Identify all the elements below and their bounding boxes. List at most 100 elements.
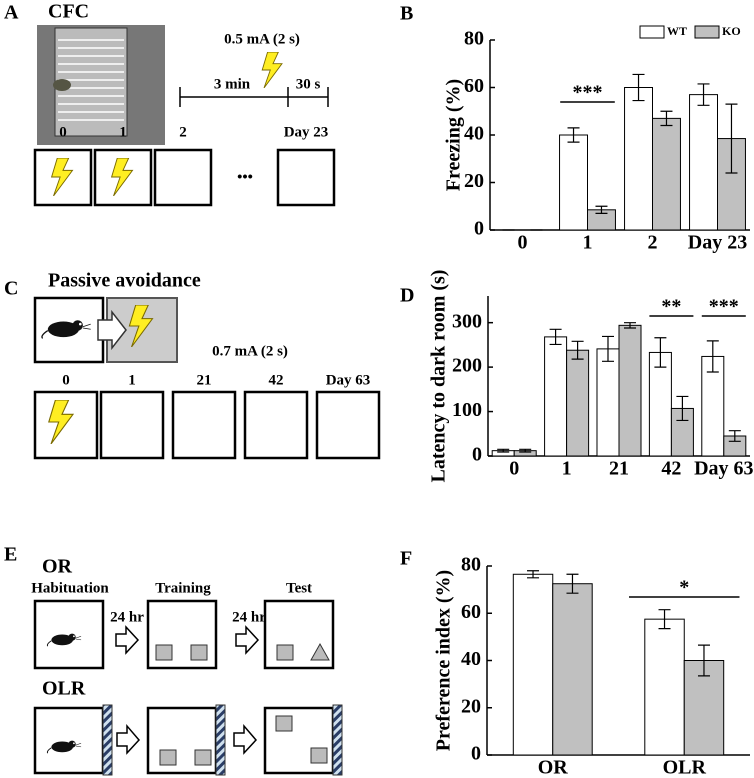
significance-label: ** xyxy=(661,296,681,318)
y-tick-label: 40 xyxy=(464,123,484,145)
x-tick-label: 21 xyxy=(609,458,629,480)
shock-label: 0.7 mA (2 s) xyxy=(212,343,288,359)
x-tick-label: OR xyxy=(538,757,569,778)
error-bar xyxy=(706,340,719,373)
y-tick-label: 300 xyxy=(452,310,482,332)
error-bar xyxy=(527,570,540,579)
error-bar xyxy=(725,103,738,174)
error-bar xyxy=(566,573,579,594)
y-tick-label: 80 xyxy=(464,28,484,50)
error-bar xyxy=(654,337,667,368)
error-bar xyxy=(571,340,584,360)
y-axis-label: Freezing (%) xyxy=(443,79,465,191)
error-bar xyxy=(601,335,614,362)
bar xyxy=(512,573,554,756)
significance-label: * xyxy=(679,577,689,599)
panel-letter: B xyxy=(400,3,413,25)
bar xyxy=(689,94,718,231)
error-bar xyxy=(497,448,510,453)
x-tick-label: Day 23 xyxy=(688,232,747,254)
y-tick-label: 200 xyxy=(452,355,482,377)
y-tick-label: 100 xyxy=(452,399,482,421)
y-tick-label: 20 xyxy=(461,695,481,717)
bar xyxy=(559,134,588,231)
legend-label: KO xyxy=(722,24,741,38)
panel-title: CFC xyxy=(48,1,89,23)
panel-letter: D xyxy=(400,285,414,307)
error-bar xyxy=(676,395,689,422)
error-bar xyxy=(624,322,637,329)
y-tick-label: 0 xyxy=(474,218,484,240)
error-bar xyxy=(728,430,741,442)
y-tick-label: 20 xyxy=(464,170,484,192)
legend-label: WT xyxy=(667,24,687,38)
x-tick-label: 42 xyxy=(661,458,681,480)
significance-label: *** xyxy=(573,82,603,104)
day-label: 1 xyxy=(128,372,136,388)
x-tick-label: Day 63 xyxy=(694,458,753,480)
x-tick-label: 0 xyxy=(509,458,519,480)
stage-label: Test xyxy=(286,580,312,596)
y-tick-label: 0 xyxy=(472,444,482,466)
interval-label: 24 hr xyxy=(110,609,144,625)
ellipsis: ••• xyxy=(237,169,253,185)
panel-letter: E xyxy=(4,544,17,566)
panel-letter: A xyxy=(4,2,19,24)
day-label: 1 xyxy=(119,124,127,140)
bar xyxy=(544,336,568,457)
phase-label: 3 min xyxy=(214,76,251,92)
bar xyxy=(648,351,672,457)
day-label: 2 xyxy=(179,124,187,140)
legend-swatch xyxy=(639,25,665,39)
y-tick-label: 80 xyxy=(461,554,481,576)
error-bar xyxy=(567,127,580,143)
x-tick-label: OLR xyxy=(663,757,707,778)
photo xyxy=(37,25,165,145)
panel-title: Passive avoidance xyxy=(48,270,201,292)
day-label: 42 xyxy=(269,372,284,388)
olr-label: OLR xyxy=(42,678,86,700)
bar xyxy=(652,117,681,231)
x-tick-label: 1 xyxy=(583,232,593,254)
y-tick-label: 40 xyxy=(461,648,481,670)
error-bar xyxy=(660,110,673,127)
day-label: 0 xyxy=(62,372,70,388)
interval-label: 24 hr xyxy=(232,609,266,625)
bar xyxy=(624,87,653,231)
day-label: Day 63 xyxy=(326,372,371,388)
error-bar xyxy=(632,73,645,102)
y-tick-label: 60 xyxy=(464,75,484,97)
or-label: OR xyxy=(42,556,73,578)
bar xyxy=(618,324,642,457)
bar xyxy=(566,349,590,457)
bar xyxy=(644,618,685,756)
error-bar xyxy=(519,448,532,453)
error-bar xyxy=(549,328,562,346)
panel-c: C Passive avoidance 0.7 mA (2 s) 0 1 21 … xyxy=(4,270,381,460)
error-bar xyxy=(697,644,710,677)
phase-label: 30 s xyxy=(296,76,321,92)
panel-e: E OR Habituation Training Test 24 hr 24 … xyxy=(4,544,343,776)
legend-swatch xyxy=(694,25,720,39)
day-label: 0 xyxy=(59,124,67,140)
error-bar xyxy=(595,205,608,214)
panel-letter: F xyxy=(400,548,412,570)
y-axis-label: Preference index (%) xyxy=(433,570,455,751)
stage-label: Training xyxy=(155,580,211,596)
error-bar xyxy=(658,609,671,630)
x-tick-label: 0 xyxy=(518,232,528,254)
bar xyxy=(596,348,620,457)
y-tick-label: 60 xyxy=(461,601,481,623)
y-tick-label: 0 xyxy=(471,743,481,765)
day-label: 21 xyxy=(197,372,212,388)
x-tick-label: 1 xyxy=(562,458,572,480)
x-tick-label: 2 xyxy=(648,232,658,254)
y-axis-label: Latency to dark room (s) xyxy=(428,270,450,483)
error-bar xyxy=(697,83,710,106)
panel-a: A CFC 0.5 mA (2 s) 3 min 30 s 0 1 2 Day … xyxy=(4,1,336,207)
stage-label: Habituation xyxy=(31,580,109,596)
panel-letter: C xyxy=(4,278,18,300)
significance-label: *** xyxy=(709,296,739,318)
shock-label: 0.5 mA (2 s) xyxy=(224,31,300,47)
